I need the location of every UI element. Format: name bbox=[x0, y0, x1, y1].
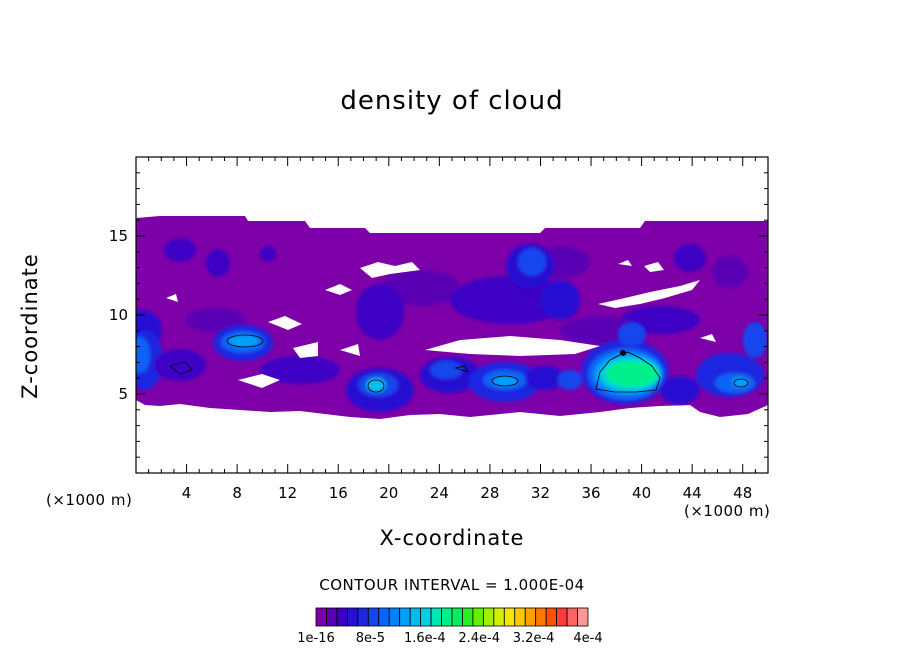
x-tick-label: 40 bbox=[632, 484, 651, 502]
max-marker bbox=[620, 350, 626, 356]
x-tick-label: 28 bbox=[480, 484, 499, 502]
colorbar-swatch bbox=[535, 607, 547, 627]
x-tick-label: 32 bbox=[531, 484, 550, 502]
y-axis-label: Z-coordinate bbox=[18, 253, 42, 399]
contour-lines bbox=[169, 334, 749, 393]
colorbar-swatch bbox=[357, 607, 369, 627]
x-axis: 4 8 12 16 20 24 28 32 36 40 44 48 bbox=[148, 157, 756, 502]
x-tick-label: 4 bbox=[182, 484, 192, 502]
x-tick-label: 20 bbox=[379, 484, 398, 502]
x-tick-label: 44 bbox=[683, 484, 702, 502]
y-tick-label: 15 bbox=[109, 227, 128, 245]
colorbar-swatch bbox=[409, 607, 422, 627]
colorbar-tick-label: 8e-5 bbox=[356, 631, 385, 646]
colorbar-swatch bbox=[399, 607, 411, 627]
x-tick-label: 24 bbox=[430, 484, 449, 502]
cloud-patches-upper bbox=[136, 238, 748, 350]
colorbar-tick-label: 4e-4 bbox=[573, 631, 602, 646]
colorbar-swatch bbox=[566, 607, 578, 627]
colorbar-swatch bbox=[441, 607, 453, 627]
colorbar-swatch bbox=[315, 607, 327, 627]
colorbar-swatch bbox=[577, 607, 589, 627]
colorbar-tick-label: 1e-16 bbox=[297, 631, 335, 646]
clear-regions bbox=[166, 260, 716, 388]
plot-area bbox=[136, 216, 768, 419]
colorbar-swatch bbox=[378, 607, 390, 627]
colorbar: 1e-16 8e-5 1.6e-4 2.4e-4 3.2e-4 4e-4 bbox=[297, 607, 603, 646]
colorbar-swatch bbox=[493, 607, 505, 627]
colorbar-swatch bbox=[420, 607, 432, 627]
x-tick-label: 16 bbox=[329, 484, 348, 502]
x-tick-label: 8 bbox=[232, 484, 242, 502]
colorbar-tick-label: 1.6e-4 bbox=[404, 631, 446, 646]
x-tick-label: 12 bbox=[278, 484, 297, 502]
x-unit-label-right: (×1000 m) bbox=[684, 502, 771, 520]
y-tick-label: 10 bbox=[109, 306, 128, 324]
colorbar-swatch bbox=[462, 607, 474, 627]
y-axis: 5 10 15 bbox=[109, 172, 768, 458]
colorbar-swatch bbox=[388, 607, 401, 627]
x-tick-label: 48 bbox=[733, 484, 752, 502]
colorbar-tick-label: 3.2e-4 bbox=[513, 631, 555, 646]
colorbar-swatch bbox=[430, 607, 442, 627]
y-tick-label: 5 bbox=[118, 385, 128, 403]
x-unit-label-left: (×1000 m) bbox=[46, 491, 133, 509]
chart-title: density of cloud bbox=[340, 86, 564, 116]
colorbar-swatch bbox=[556, 607, 568, 627]
x-tick-label: 36 bbox=[581, 484, 600, 502]
cloud-patches-lower bbox=[136, 322, 767, 412]
x-axis-label: X-coordinate bbox=[379, 526, 525, 550]
colorbar-tick-label: 2.4e-4 bbox=[458, 631, 500, 646]
colorbar-swatch bbox=[545, 607, 558, 627]
colorbar-swatch bbox=[514, 607, 526, 627]
colorbar-swatch bbox=[503, 607, 516, 627]
contour-interval-label: CONTOUR INTERVAL = 1.000E-04 bbox=[319, 576, 585, 594]
colorbar-swatch bbox=[346, 607, 359, 627]
colorbar-swatch bbox=[326, 607, 338, 627]
colorbar-swatch bbox=[482, 607, 495, 627]
colorbar-swatch bbox=[524, 607, 537, 627]
colorbar-swatch bbox=[367, 607, 380, 627]
colorbar-swatch bbox=[451, 607, 463, 627]
colorbar-swatch bbox=[472, 607, 484, 627]
colorbar-swatch bbox=[336, 607, 348, 627]
